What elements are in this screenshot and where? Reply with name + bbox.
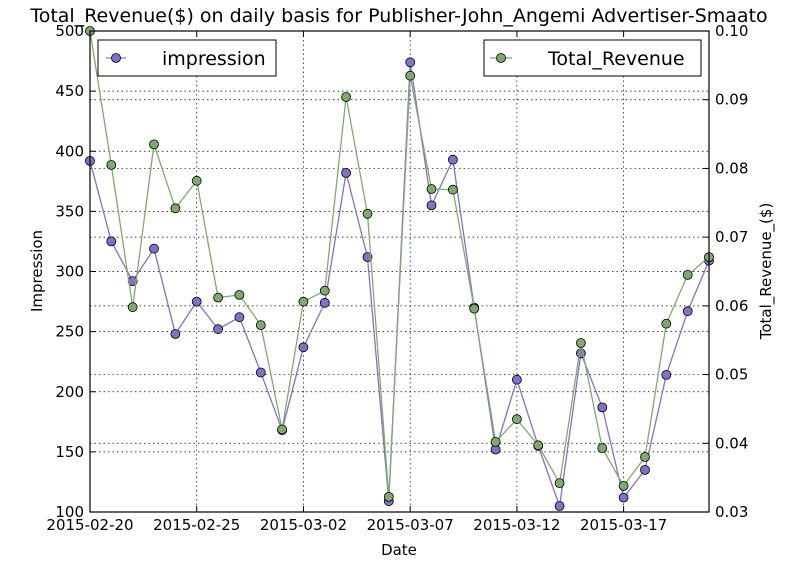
- legend-box-total-revenue: [483, 39, 702, 77]
- ticks: 2015-02-20 2015-02-25 2015-03-02 2015-03-07…: [46, 22, 748, 534]
- y-tick-label-left: 400: [55, 142, 84, 160]
- data-point-impression: [191, 296, 202, 307]
- data-point-impression: [426, 200, 437, 211]
- data-point-impression: [319, 297, 330, 308]
- data-point-total-revenue: [405, 70, 416, 81]
- data-point-total-revenue: [426, 184, 437, 194]
- data-point-total-revenue: [383, 491, 394, 502]
- x-tick-label: 2015-02-25: [153, 516, 240, 534]
- x-tick-label: 2015-02-20: [46, 516, 133, 534]
- y-tick-label-left: 450: [55, 82, 84, 100]
- data-point-impression: [447, 154, 458, 165]
- x-tick-label: 2015-03-12: [473, 516, 560, 534]
- data-point-impression: [640, 464, 650, 475]
- data-point-impression: [106, 236, 117, 247]
- data-point-total-revenue: [277, 424, 288, 435]
- y-tick-label-left: 300: [55, 263, 84, 281]
- data-point-impression: [255, 367, 266, 378]
- y-tick-label-left: 250: [55, 323, 84, 341]
- y-tick-label-right: 0.04: [715, 434, 748, 452]
- legend-marker-total-revenue: [496, 53, 506, 63]
- y-tick-label-left: 100: [55, 503, 84, 521]
- data-point-total-revenue: [255, 320, 266, 331]
- data-point-impression: [597, 402, 608, 413]
- legend-box-impression: [97, 39, 277, 77]
- data-point-total-revenue: [319, 285, 330, 296]
- data-point-impression: [170, 329, 181, 339]
- data-point-total-revenue: [512, 414, 522, 425]
- y-axis-label-left: Impression: [28, 230, 46, 312]
- x-tick-label: 2015-03-07: [367, 516, 454, 534]
- data-point-total-revenue: [640, 452, 650, 462]
- x-tick-label: 2015-03-17: [580, 516, 667, 534]
- series-line-total-revenue: [89, 30, 710, 497]
- data-point-total-revenue: [213, 292, 224, 303]
- y-tick-label-left: 150: [55, 443, 84, 461]
- data-point-total-revenue: [597, 443, 608, 454]
- legend-label-total-revenue: Total_Revenue: [547, 48, 685, 70]
- y-tick-label-right: 0.10: [715, 22, 748, 40]
- data-point-total-revenue: [554, 478, 565, 489]
- data-point-impression: [234, 312, 245, 323]
- data-point-total-revenue: [106, 160, 117, 170]
- data-point-total-revenue: [149, 139, 159, 150]
- data-point-total-revenue: [341, 92, 352, 102]
- legend-label-impression: impression: [162, 48, 266, 70]
- data-point-total-revenue: [447, 184, 458, 195]
- data-point-impression: [213, 324, 224, 335]
- data-point-total-revenue: [191, 175, 202, 186]
- y-tick-label-right: 0.05: [715, 366, 748, 384]
- y-tick-label-left: 200: [55, 383, 84, 401]
- y-tick-label-right: 0.06: [715, 297, 748, 315]
- y-tick-label-right: 0.07: [715, 228, 748, 246]
- data-point-total-revenue: [362, 208, 373, 219]
- y-tick-label-right: 0.09: [715, 91, 748, 109]
- data-point-total-revenue: [533, 440, 544, 451]
- data-point-impression: [554, 501, 565, 511]
- chart-title: Total_Revenue($) on daily basis for Publ…: [29, 5, 767, 27]
- series-layer: [85, 26, 714, 511]
- data-point-total-revenue: [469, 303, 480, 314]
- data-point-total-revenue: [127, 302, 138, 313]
- data-point-impression: [341, 167, 352, 178]
- y-tick-label-left: 500: [55, 22, 84, 40]
- y-tick-label-left: 350: [55, 202, 84, 220]
- data-point-impression: [661, 369, 672, 380]
- data-point-total-revenue: [576, 338, 586, 348]
- data-point-impression: [298, 342, 309, 353]
- data-point-impression: [512, 374, 522, 385]
- data-point-impression: [618, 492, 629, 503]
- data-point-impression: [362, 252, 373, 263]
- data-point-total-revenue: [618, 480, 629, 491]
- legend-marker-impression: [111, 53, 121, 63]
- y-tick-label-right: 0.03: [715, 503, 748, 521]
- x-axis-label: Date: [381, 541, 417, 559]
- data-point-impression: [149, 243, 159, 254]
- data-point-total-revenue: [682, 269, 693, 280]
- data-point-impression: [682, 306, 693, 317]
- data-point-impression: [405, 57, 416, 68]
- y-axis-label-right: Total_Revenue_($): [757, 203, 776, 341]
- data-point-total-revenue: [170, 203, 181, 214]
- legend-total-revenue: Total_Revenue: [483, 39, 702, 77]
- data-point-total-revenue: [490, 436, 501, 447]
- data-point-total-revenue: [234, 289, 245, 300]
- data-point-total-revenue: [661, 318, 672, 329]
- legend-impression: impression: [97, 39, 277, 77]
- y-tick-label-right: 0.08: [715, 159, 748, 177]
- data-point-total-revenue: [298, 296, 309, 307]
- x-tick-label: 2015-03-02: [260, 516, 347, 534]
